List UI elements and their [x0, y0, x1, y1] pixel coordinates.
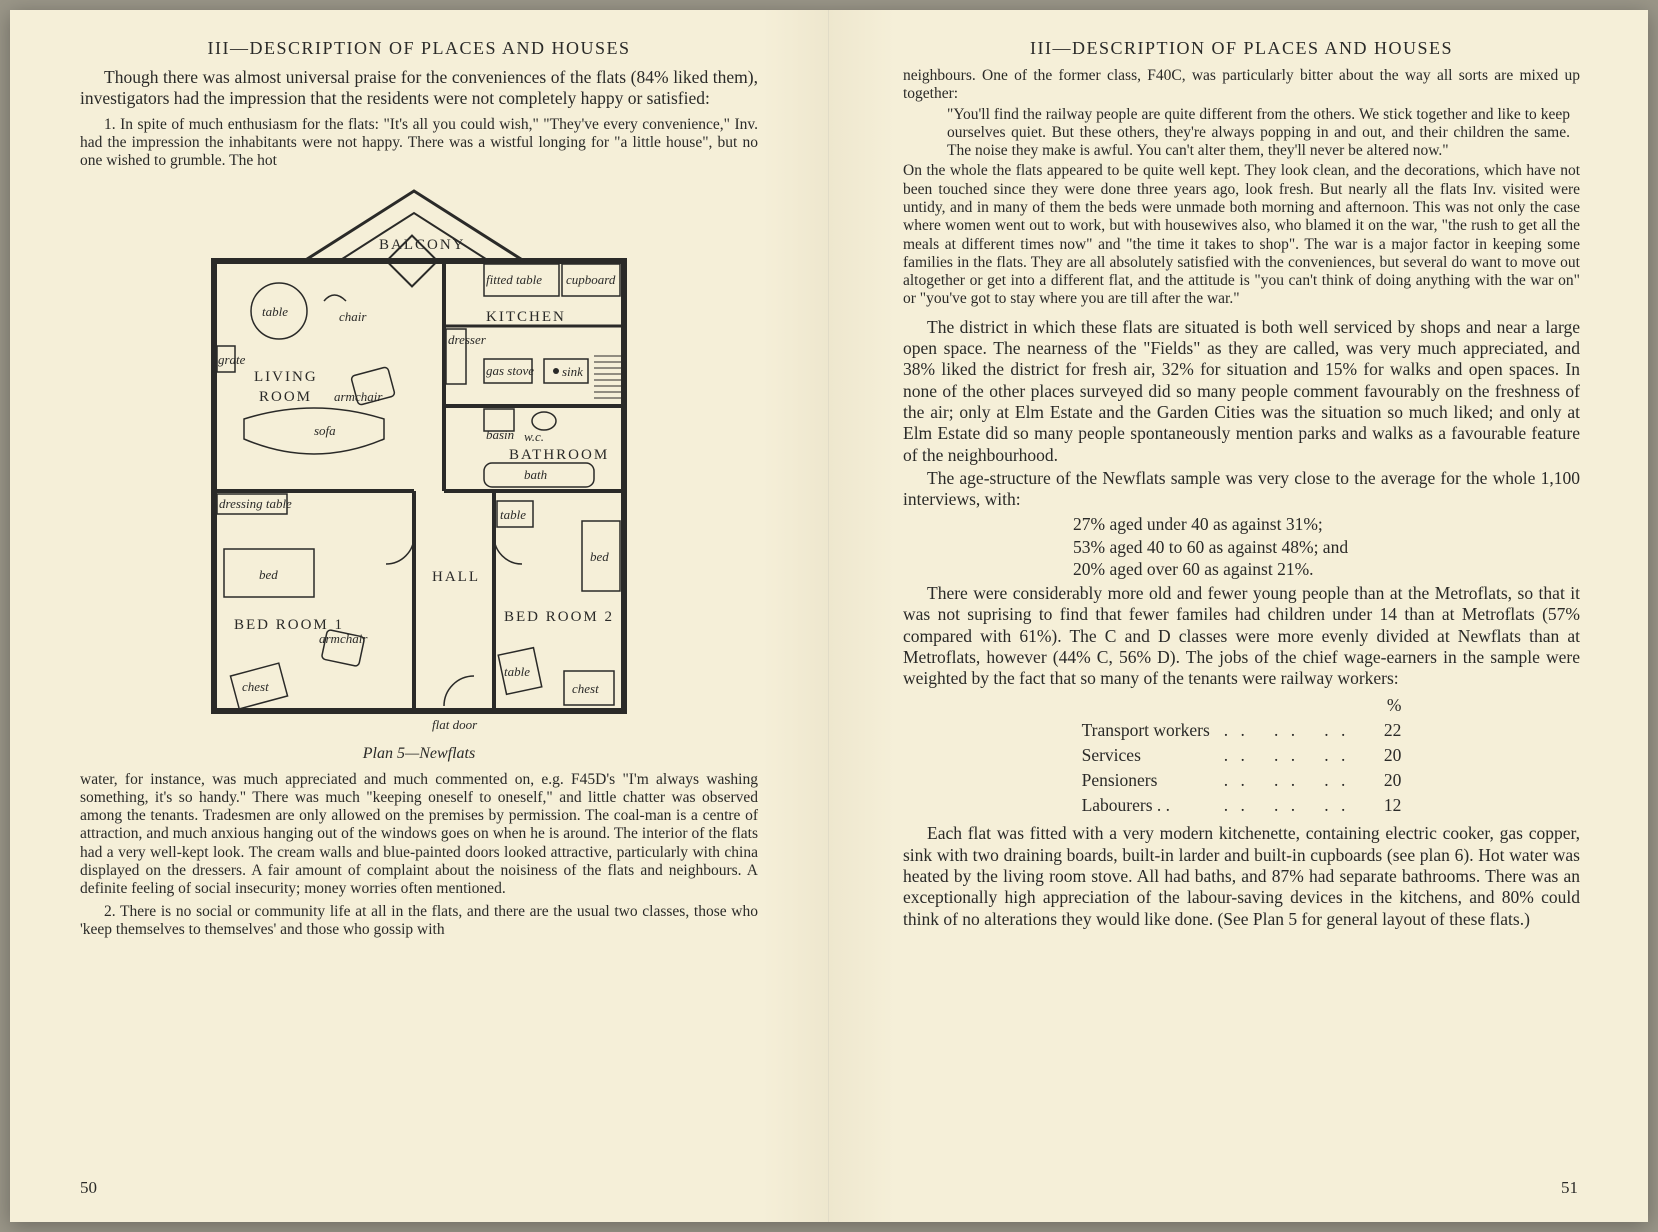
age-line-2: 20% aged over 60 as against 21%. — [1073, 558, 1580, 581]
label-kitchen: KITCHEN — [486, 309, 566, 325]
job-label-2: Pensioners — [1076, 769, 1216, 792]
job-pct-2: 20 — [1357, 769, 1407, 792]
job-label-0: Transport workers — [1076, 719, 1216, 742]
left-num1: 1. In spite of much enthusiasm for the f… — [80, 116, 758, 171]
left-intro-para: Though there was almost universal praise… — [80, 67, 758, 110]
label-table-l: table — [262, 304, 288, 319]
label-bed2: bed — [590, 549, 609, 564]
job-label-1: Services — [1076, 744, 1216, 767]
right-kitchen-p: Each flat was fitted with a very modern … — [903, 823, 1580, 930]
label-sofa: sofa — [314, 423, 336, 438]
age-line-1: 53% aged 40 to 60 as against 48%; and — [1073, 536, 1580, 559]
age-stats: 27% aged under 40 as against 31%; 53% ag… — [1073, 513, 1580, 581]
page-left: III—DESCRIPTION OF PLACES AND HOUSES Tho… — [10, 10, 829, 1222]
label-grate: grate — [218, 352, 246, 367]
right-cont2: On the whole the flats appeared to be qu… — [903, 162, 1580, 308]
label-dresser: dresser — [448, 332, 487, 347]
job-row-1: Services . . . . . . 20 — [1076, 744, 1408, 767]
label-flatdoor: flat door — [432, 717, 478, 732]
label-fitted: fitted table — [486, 272, 542, 287]
job-pct-0: 22 — [1357, 719, 1407, 742]
job-row-3: Labourers . . . . . . . . 12 — [1076, 794, 1408, 817]
label-table2: table — [500, 507, 526, 522]
page-num-left: 50 — [80, 1178, 97, 1198]
floor-plan: BALCONY fitted table cupboard — [184, 181, 654, 741]
job-pct-3: 12 — [1357, 794, 1407, 817]
age-line-0: 27% aged under 40 as against 31%; — [1073, 513, 1580, 536]
job-pct-1: 20 — [1357, 744, 1407, 767]
label-chest1: chest — [242, 679, 269, 694]
label-hall: HALL — [432, 569, 480, 585]
label-bath: bath — [524, 467, 547, 482]
left-after-plan: water, for instance, was much appreciate… — [80, 771, 758, 940]
page-num-right: 51 — [1561, 1178, 1578, 1198]
label-room: ROOM — [259, 389, 312, 405]
job-row-2: Pensioners . . . . . . 20 — [1076, 769, 1408, 792]
label-chair: chair — [339, 309, 367, 324]
label-armchair: armchair — [334, 389, 383, 404]
right-district: The district in which these flats are si… — [903, 317, 1580, 466]
label-bedroom2: BED ROOM 2 — [504, 609, 614, 625]
label-chest2: chest — [572, 681, 599, 696]
right-more-old-p: There were considerably more old and few… — [903, 583, 1580, 690]
label-bathroom: BATHROOM — [509, 447, 609, 463]
job-dots-2: . . . . . . — [1218, 769, 1356, 792]
right-body: The district in which these flats are si… — [903, 317, 1580, 511]
label-sink: sink — [562, 364, 583, 379]
job-row-0: Transport workers . . . . . . 22 — [1076, 719, 1408, 742]
label-wc: w.c. — [524, 429, 544, 444]
right-more-old: There were considerably more old and few… — [903, 583, 1580, 690]
job-dots-0: . . . . . . — [1218, 719, 1356, 742]
label-bed1: bed — [259, 567, 278, 582]
right-kitchen: Each flat was fitted with a very modern … — [903, 823, 1580, 930]
page-right: III—DESCRIPTION OF PLACES AND HOUSES nei… — [829, 10, 1648, 1222]
label-armchair2: armchair — [319, 631, 368, 646]
jobs-table: % Transport workers . . . . . . 22 Servi… — [1074, 692, 1410, 819]
left-num2: 2. There is no social or community life … — [80, 903, 758, 940]
right-cont-top: neighbours. One of the former class, F40… — [903, 67, 1580, 309]
label-table3: table — [504, 664, 530, 679]
running-head-right: III—DESCRIPTION OF PLACES AND HOUSES — [903, 38, 1580, 59]
left-numbered-1: 1. In spite of much enthusiasm for the f… — [80, 116, 758, 171]
label-basin: basin — [486, 427, 514, 442]
jobs-pct-header: % — [1357, 694, 1407, 717]
label-dressing: dressing table — [219, 496, 292, 511]
book-spread: III—DESCRIPTION OF PLACES AND HOUSES Tho… — [10, 10, 1648, 1222]
left-after-plan-1: water, for instance, was much appreciate… — [80, 771, 758, 899]
right-age-intro: The age-structure of the Newflats sample… — [903, 468, 1580, 511]
job-label-3: Labourers . . — [1076, 794, 1216, 817]
label-living: LIVING — [254, 369, 318, 385]
label-gas: gas stove — [486, 363, 534, 378]
job-dots-1: . . . . . . — [1218, 744, 1356, 767]
label-cupboard: cupboard — [566, 272, 616, 287]
job-dots-3: . . . . . . — [1218, 794, 1356, 817]
left-intro-block: Though there was almost universal praise… — [80, 67, 758, 110]
right-quote: "You'll find the railway people are quit… — [947, 106, 1570, 161]
floor-plan-wrap: BALCONY fitted table cupboard — [80, 181, 758, 741]
running-head-left: III—DESCRIPTION OF PLACES AND HOUSES — [80, 38, 758, 59]
right-cont1: neighbours. One of the former class, F40… — [903, 67, 1580, 104]
plan-caption: Plan 5—Newflats — [80, 745, 758, 763]
jobs-header-row: % — [1076, 694, 1408, 717]
